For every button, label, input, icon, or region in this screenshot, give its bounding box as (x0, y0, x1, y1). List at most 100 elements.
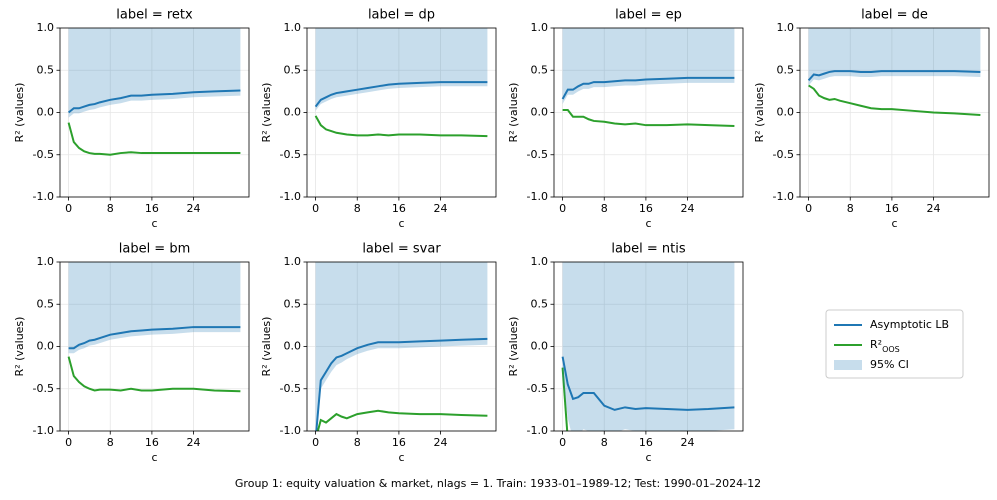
axes-frame (306, 261, 497, 432)
y-tick-label: 0.5 (284, 63, 302, 76)
y-tick-label: 0.0 (37, 340, 55, 353)
y-axis-label: R² (values) (13, 317, 26, 377)
y-tick-label: 1.0 (37, 21, 55, 34)
y-tick-label: 1.0 (284, 21, 302, 34)
plot-area (807, 28, 981, 117)
plot-area (315, 262, 488, 431)
legend-label-main: R² (870, 338, 882, 351)
y-tick-label: 0.0 (37, 106, 55, 119)
legend-label-main: 95% CI (870, 358, 909, 371)
subplot-title: label = de (861, 8, 928, 23)
x-tick-label: 16 (145, 202, 159, 215)
x-tick-label: 8 (601, 202, 608, 215)
ci-band (68, 262, 241, 354)
series-line (314, 81, 488, 108)
ci-band (68, 28, 241, 118)
series-line (808, 84, 981, 117)
y-axis-label: R² (values) (507, 317, 520, 377)
x-axis-label: c (398, 217, 404, 230)
plot-area (314, 28, 488, 138)
y-tick-label: -1.0 (280, 190, 301, 203)
ci-band (315, 28, 488, 111)
legend-label: R²OOS (870, 338, 900, 354)
x-tick-label: 0 (65, 202, 72, 215)
x-tick-label: 8 (354, 202, 361, 215)
subplot: 1.0 0.5 0.0 -0.5 -1.0 0 8 16 24 label = retx c R² (… (13, 8, 250, 230)
subplot-title: label = svar (362, 242, 441, 257)
subplot-title: label = ntis (611, 242, 686, 257)
x-tick-label: 0 (312, 436, 319, 449)
x-tick-label: 8 (107, 436, 114, 449)
x-axis-label: c (151, 217, 157, 230)
y-tick-label: -0.5 (33, 382, 54, 395)
series-line (314, 115, 488, 138)
series-line (561, 76, 735, 100)
series-line (316, 409, 488, 431)
subplot: 1.0 0.5 0.0 -0.5 -1.0 0 8 16 24 label = ntis c R² (… (507, 242, 744, 464)
axes-frame (553, 261, 744, 432)
x-tick-label: 8 (107, 202, 114, 215)
x-tick-label: 16 (885, 202, 899, 215)
legend-label: Asymptotic LB (870, 318, 949, 331)
x-tick-label: 16 (392, 202, 406, 215)
y-tick-label: 0.0 (531, 106, 549, 119)
y-axis-label: R² (values) (507, 83, 520, 143)
y-tick-label: 1.0 (531, 255, 549, 268)
x-tick-label: 8 (847, 202, 854, 215)
axes-frame (799, 27, 990, 198)
subplot-title: label = dp (368, 8, 435, 23)
y-tick-label: -1.0 (33, 190, 54, 203)
ci-band (808, 28, 981, 86)
y-tick-label: 0.5 (777, 63, 795, 76)
y-tick-label: 0.0 (777, 106, 795, 119)
subplot: 1.0 0.5 0.0 -0.5 -1.0 0 8 16 24 label = dp c R² (va… (260, 8, 497, 230)
legend-label-main: Asymptotic LB (870, 318, 949, 331)
x-axis-label: c (645, 451, 651, 464)
x-tick-label: 8 (354, 436, 361, 449)
plot-area (67, 28, 241, 156)
y-tick-label: -0.5 (280, 382, 301, 395)
x-axis-label: c (891, 217, 897, 230)
y-tick-label: 1.0 (531, 21, 549, 34)
y-tick-label: -0.5 (33, 148, 54, 161)
x-tick-label: 16 (639, 202, 653, 215)
x-tick-label: 16 (392, 436, 406, 449)
axes-frame (59, 27, 250, 198)
y-tick-label: -0.5 (527, 382, 548, 395)
y-tick-label: 0.5 (531, 63, 549, 76)
x-tick-label: 24 (681, 202, 695, 215)
ci-band (562, 28, 735, 105)
subplot-title: label = retx (116, 8, 193, 23)
y-tick-label: 0.5 (284, 297, 302, 310)
x-tick-label: 24 (434, 202, 448, 215)
y-tick-label: 1.0 (777, 21, 795, 34)
y-tick-label: -1.0 (527, 190, 548, 203)
x-tick-label: 0 (312, 202, 319, 215)
y-tick-label: -1.0 (773, 190, 794, 203)
y-tick-label: -1.0 (280, 424, 301, 437)
y-tick-label: 0.5 (37, 297, 55, 310)
subplot-title: label = bm (119, 242, 191, 257)
x-tick-label: 0 (805, 202, 812, 215)
y-tick-label: 0.0 (284, 340, 302, 353)
x-tick-label: 24 (681, 436, 695, 449)
y-tick-label: -0.5 (527, 148, 548, 161)
x-tick-label: 16 (145, 436, 159, 449)
y-tick-label: 0.5 (37, 63, 55, 76)
legend-label: 95% CI (870, 358, 909, 371)
x-tick-label: 24 (187, 202, 201, 215)
y-tick-label: 1.0 (284, 255, 302, 268)
axes-frame (306, 27, 497, 198)
caption: Group 1: equity valuation & market, nlag… (235, 477, 761, 490)
subplot: 1.0 0.5 0.0 -0.5 -1.0 0 8 16 24 label = bm c R² (va… (13, 242, 250, 464)
x-axis-label: c (645, 217, 651, 230)
subplot: 1.0 0.5 0.0 -0.5 -1.0 0 8 16 24 label = ep c R² (va… (507, 8, 744, 230)
x-axis-label: c (151, 451, 157, 464)
series-line (561, 367, 569, 431)
y-tick-label: 0.0 (284, 106, 302, 119)
x-tick-label: 16 (639, 436, 653, 449)
subplot-title: label = ep (615, 8, 682, 23)
y-tick-label: -1.0 (33, 424, 54, 437)
x-axis-label: c (398, 451, 404, 464)
